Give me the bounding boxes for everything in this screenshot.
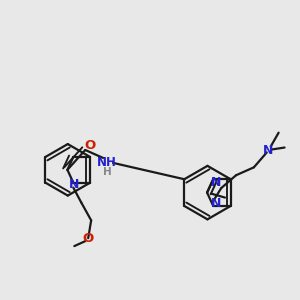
Text: NH: NH (97, 156, 117, 170)
Text: N: N (211, 176, 221, 189)
Text: O: O (82, 232, 94, 245)
Text: N: N (211, 196, 221, 209)
Text: N: N (262, 144, 273, 157)
Text: O: O (85, 139, 96, 152)
Text: N: N (69, 178, 80, 191)
Text: H: H (103, 167, 111, 177)
